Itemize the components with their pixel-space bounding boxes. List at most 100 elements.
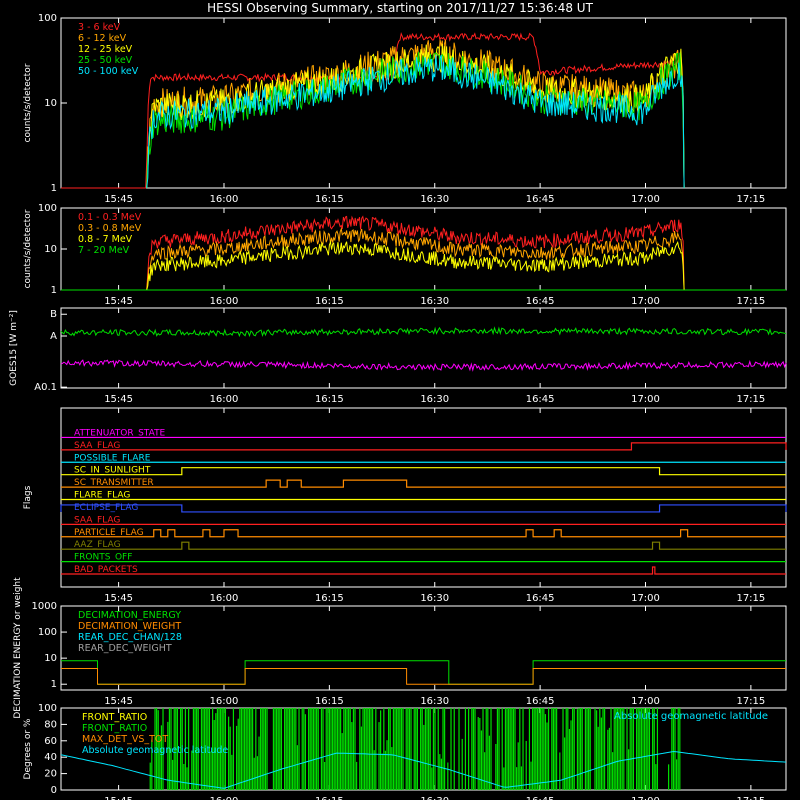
x-tick-label-5-0: 15:45 [104,796,133,800]
legend-item-0-2: 12 - 25 keV [78,44,133,55]
flag-line-11 [61,566,786,575]
flag-label-9: AAZ_FLAG [74,540,121,550]
legend-item-5-2: MAX_DET_VS_TOT [82,734,168,745]
flag-label-4: SC_TRANSMITTER [74,478,154,488]
flag-label-3: SC_IN_SUNLIGHT [74,466,151,476]
flag-line-9 [61,541,786,550]
series-line-0-2 [146,43,685,189]
x-tick-label-0-2: 16:15 [315,194,344,205]
x-tick-label-4-5: 17:00 [631,696,660,707]
x-tick-label-3-4: 16:45 [526,593,555,604]
y-tick-label-5-5: 100 [38,703,57,714]
flag-line-8 [61,529,786,538]
series-line-1-2 [146,240,685,291]
y-tick-label-5-3: 60 [44,736,57,747]
flag-label-1: SAA_FLAG [74,441,120,451]
legend-item-1-1: 0.3 - 0.8 MeV [78,223,142,234]
y-tick-label-5-1: 20 [44,769,57,780]
flag-label-6: ECLIPSE_FLAG [74,503,138,513]
y-tick-label-4-3: 1000 [32,601,57,612]
x-tick-label-0-3: 16:30 [420,194,449,205]
y-tick-label-2-0: A0.1 [34,382,57,393]
legend-item-5-1: FRONT_RATIO [82,723,147,734]
x-tick-label-0-4: 16:45 [526,194,555,205]
x-tick-label-4-6: 17:15 [736,696,765,707]
legend-item-5-3: Absolute geomagnetic latitude [82,745,228,756]
x-tick-label-3-5: 17:00 [631,593,660,604]
legend-item-0-0: 3 - 6 keV [78,22,121,33]
legend-item-4-2: REAR_DEC_CHAN/128 [78,632,182,643]
y-tick-label-5-4: 80 [44,719,57,730]
legend-item-4-3: REAR_DEC_WEIGHT [78,643,172,654]
x-tick-label-4-3: 16:30 [420,696,449,707]
x-tick-label-4-4: 16:45 [526,696,555,707]
y-tick-label-0-0: 1 [51,183,57,194]
x-tick-label-2-3: 16:30 [420,394,449,405]
x-tick-label-5-6: 17:15 [736,796,765,800]
flag-label-7: SAA_FLAG [74,515,120,525]
x-tick-label-2-0: 15:45 [104,394,133,405]
y-tick-label-4-0: 1 [51,679,57,690]
series-line-2-1 [60,359,787,372]
legend-item-1-0: 0.1 - 0.3 MeV [78,212,142,223]
y-tick-label-1-0: 1 [51,285,57,296]
legend-item-4-1: DECIMATION_WEIGHT [78,621,181,632]
y-tick-label-4-2: 100 [38,627,57,638]
x-tick-label-3-6: 17:15 [736,593,765,604]
x-tick-label-5-2: 16:15 [315,796,344,800]
series-line-0-4 [146,54,685,189]
y-tick-label-5-2: 40 [44,752,57,763]
y-axis-label-1: counts/s/detector [23,209,33,288]
x-tick-label-0-5: 17:00 [631,194,660,205]
y-axis-label-3: Flags [23,485,33,509]
panel-frame-2 [60,307,787,389]
series-line-4-1 [61,668,786,685]
x-tick-label-3-2: 16:15 [315,593,344,604]
series-line-5-3 [60,750,787,789]
flag-label-10: FRONTS_OFF [74,553,132,563]
flag-label-8: PARTICLE_FLAG [74,528,144,538]
legend-item-1-2: 0.8 - 7 MeV [78,234,133,245]
x-tick-label-5-4: 16:45 [526,796,555,800]
series-line-2-0 [60,326,787,338]
x-tick-label-1-2: 16:15 [315,296,344,307]
y-axis-label-4: DECIMATION ENERGY or weight [13,577,23,719]
panel-frame-3 [60,407,787,588]
y-axis-label-2: GOES15 [W m⁻²] [9,310,19,386]
y-axis-label-0: counts/s/detector [23,63,33,142]
y-tick-label-0-2: 100 [38,13,57,24]
y-tick-label-0-1: 10 [44,98,57,109]
x-tick-label-0-0: 15:45 [104,194,133,205]
flag-line-3 [61,467,786,476]
latitude-annotation: Absolute geomagnetic latitude [614,711,768,722]
x-tick-label-1-5: 17:00 [631,296,660,307]
x-tick-label-3-0: 15:45 [104,593,133,604]
flag-label-0: ATTENUATOR_STATE [74,428,166,438]
flag-label-5: FLARE_FLAG [74,491,130,501]
x-tick-label-1-3: 16:30 [420,296,449,307]
x-tick-label-1-4: 16:45 [526,296,555,307]
y-tick-label-2-1: A [50,331,57,342]
legend-item-5-0: FRONT_RATIO [82,712,147,723]
x-tick-label-4-0: 15:45 [104,696,133,707]
legend-item-0-4: 50 - 100 keV [78,66,139,77]
x-tick-label-5-1: 16:00 [210,796,239,800]
x-tick-label-1-1: 16:00 [210,296,239,307]
x-tick-label-1-0: 15:45 [104,296,133,307]
panel-frame-4 [60,605,787,691]
legend-item-0-1: 6 - 12 keV [78,33,127,44]
x-tick-label-2-2: 16:15 [315,394,344,405]
series-line-1-1 [146,227,685,291]
y-tick-label-1-1: 10 [44,244,57,255]
x-tick-label-5-3: 16:30 [420,796,449,800]
x-tick-label-3-1: 16:00 [210,593,239,604]
x-tick-label-3-3: 16:30 [420,593,449,604]
series-line-0-0 [61,31,685,189]
chart-title: HESSI Observing Summary, starting on 201… [207,1,593,15]
legend-item-1-3: 7 - 20 MeV [78,245,130,256]
x-tick-label-4-1: 16:00 [210,696,239,707]
x-tick-label-1-6: 17:15 [736,296,765,307]
x-tick-label-2-5: 17:00 [631,394,660,405]
x-tick-label-0-6: 17:15 [736,194,765,205]
